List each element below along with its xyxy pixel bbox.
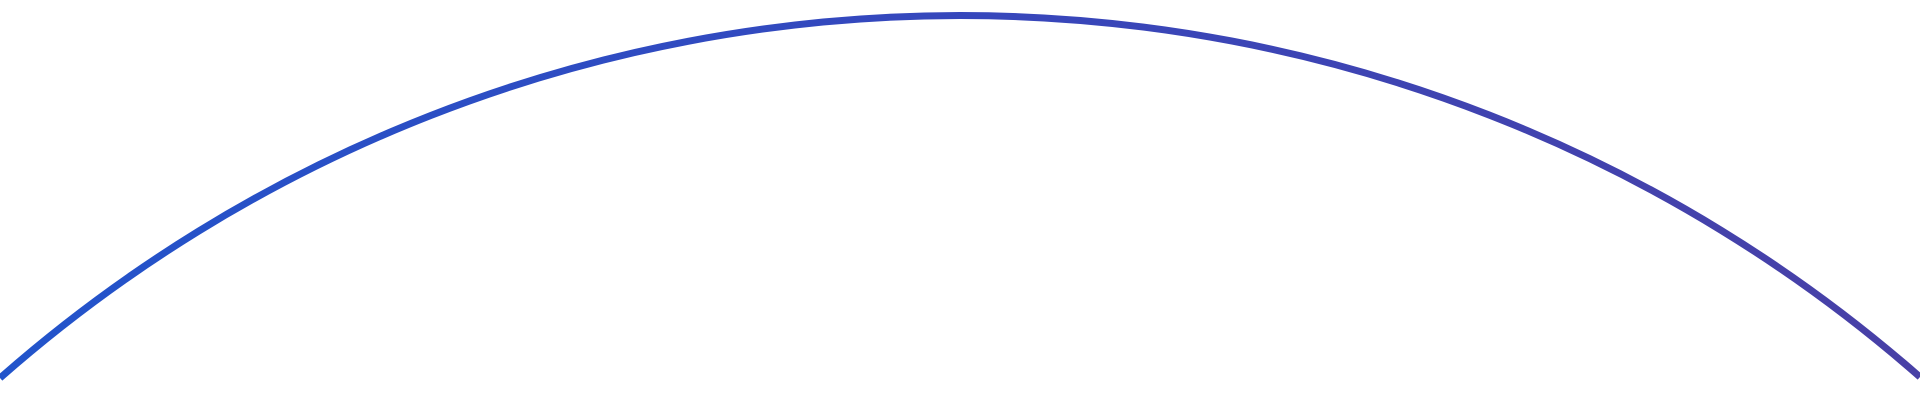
arc-curve-line <box>0 12 1920 381</box>
